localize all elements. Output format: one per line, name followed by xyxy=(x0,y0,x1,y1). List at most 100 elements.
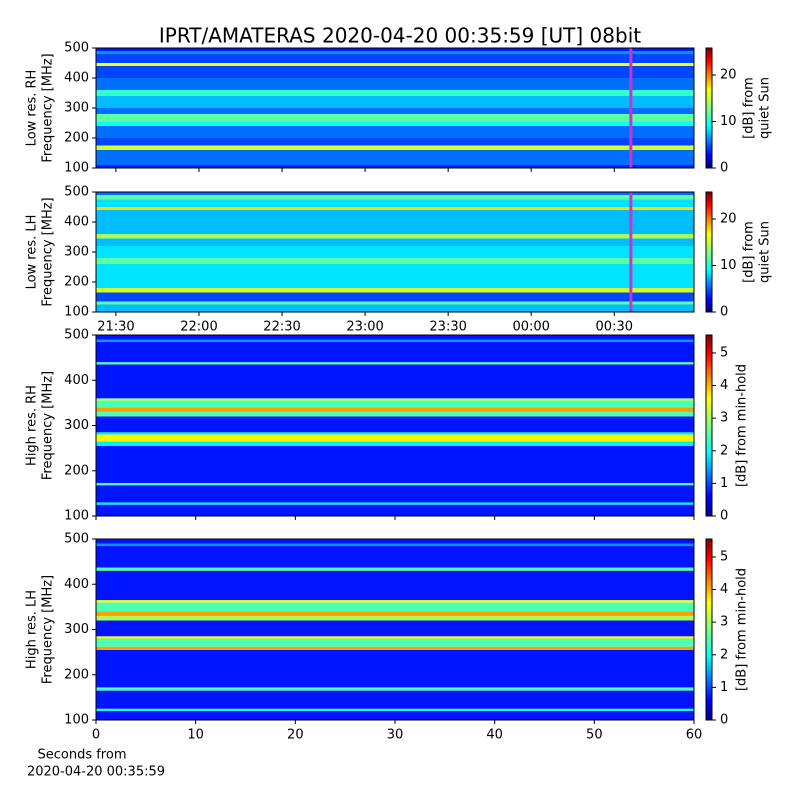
x-axis-label: 2020-04-20 00:35:59 xyxy=(27,765,165,780)
heatmap-band xyxy=(96,710,694,720)
y-axis-label: High res. LH xyxy=(25,590,40,669)
y-tick-label: 200 xyxy=(64,131,89,146)
heatmap-band xyxy=(96,638,694,647)
colorbar-tick-label: 0 xyxy=(720,305,728,320)
heatmap-band xyxy=(96,126,694,138)
heatmap-band xyxy=(96,304,694,312)
heatmap-band xyxy=(96,138,694,146)
heatmap-band xyxy=(96,570,694,601)
y-tick-label: 200 xyxy=(64,275,89,290)
heatmap-band xyxy=(96,222,694,234)
heatmap-band xyxy=(96,611,694,616)
heatmap-band xyxy=(96,54,694,63)
heatmap-band xyxy=(96,708,694,711)
colorbar-tick-label: 0 xyxy=(720,713,728,728)
y-tick-label: 500 xyxy=(64,328,89,343)
heatmap-band xyxy=(96,63,694,66)
heatmap-band xyxy=(96,192,694,195)
colorbar-label: quiet Sun xyxy=(758,77,773,139)
heatmap-band xyxy=(96,445,694,483)
colorbar-tick-label: 10 xyxy=(720,114,737,129)
heatmap-band xyxy=(96,398,694,401)
colorbar-tick-label: 20 xyxy=(720,211,737,226)
heatmap-band xyxy=(96,114,694,122)
heatmap-band xyxy=(96,96,694,108)
heatmap-band xyxy=(96,150,694,165)
y-tick-label: 500 xyxy=(64,532,89,547)
heatmap-band xyxy=(96,432,694,435)
colorbar-tick-label: 1 xyxy=(720,680,728,695)
colorbar xyxy=(705,334,713,517)
x-tick-label: 60 xyxy=(686,728,703,743)
colorbar-tick-label: 5 xyxy=(720,345,728,360)
heatmap-band xyxy=(96,545,694,568)
chart-title: IPRT/AMATERAS 2020-04-20 00:35:59 [UT] 0… xyxy=(159,24,641,48)
heatmap-band xyxy=(96,620,694,637)
x-axis-label: Seconds from xyxy=(37,748,126,763)
y-axis-label: Frequency [MHz] xyxy=(41,575,56,684)
heatmap-band xyxy=(96,234,694,239)
heatmap-band xyxy=(96,301,694,305)
y-tick-label: 100 xyxy=(64,161,89,176)
heatmap-band xyxy=(96,273,694,288)
heatmap-band xyxy=(96,66,694,78)
y-axis-label: Low res. RH xyxy=(25,70,40,147)
heatmap-band xyxy=(96,335,694,340)
heatmap-band xyxy=(96,539,694,544)
colorbar xyxy=(705,47,713,169)
colorbar-tick-label: 5 xyxy=(720,549,728,564)
heatmap-band xyxy=(96,690,694,709)
heatmap-band xyxy=(96,165,694,168)
colorbar xyxy=(705,538,713,721)
heatmap-band xyxy=(96,48,694,51)
y-tick-label: 400 xyxy=(64,71,89,86)
heatmap-band xyxy=(96,264,694,273)
heatmap-band xyxy=(96,411,694,417)
colorbar-label: [dB] from xyxy=(742,221,757,283)
heatmap-band xyxy=(96,292,694,302)
x-tick-label: 00:30 xyxy=(596,320,633,335)
heatmap-band xyxy=(96,502,694,505)
y-tick-label: 100 xyxy=(64,509,89,524)
y-tick-label: 100 xyxy=(64,713,89,728)
heatmap-band xyxy=(96,602,694,612)
heatmap-band xyxy=(96,362,694,365)
colorbar-tick-label: 2 xyxy=(720,647,728,662)
heatmap-band xyxy=(96,90,694,96)
heatmap-band xyxy=(96,238,694,246)
heatmap-band xyxy=(96,567,694,571)
heatmap-band xyxy=(96,51,694,54)
heatmap-band xyxy=(96,646,694,650)
x-tick-label: 23:30 xyxy=(429,320,466,335)
x-tick-label: 20 xyxy=(287,728,304,743)
heatmap-band xyxy=(96,121,694,126)
heatmap-band xyxy=(96,246,694,258)
colorbar-tick-label: 3 xyxy=(720,615,728,630)
heatmap-band xyxy=(96,636,694,639)
heatmap-band xyxy=(96,434,694,442)
y-tick-label: 500 xyxy=(64,41,89,56)
y-tick-label: 400 xyxy=(64,577,89,592)
heatmap-band xyxy=(96,482,694,486)
y-tick-label: 300 xyxy=(64,101,89,116)
heatmap-band xyxy=(96,504,694,516)
x-tick-label: 10 xyxy=(187,728,204,743)
colorbar-label: [dB] from min-hold xyxy=(735,364,750,487)
colorbar-tick-label: 1 xyxy=(720,476,728,491)
colorbar-tick-label: 4 xyxy=(720,582,728,597)
y-axis-label: High res. RH xyxy=(25,385,40,466)
colorbar-tick-label: 10 xyxy=(720,258,737,273)
y-tick-label: 300 xyxy=(64,622,89,637)
heatmap-band xyxy=(96,364,694,399)
heatmap-band xyxy=(96,600,694,603)
x-tick-label: 40 xyxy=(486,728,503,743)
heatmap-band xyxy=(96,199,694,207)
heatmap-band xyxy=(96,416,694,433)
colorbar-tick-label: 2 xyxy=(720,443,728,458)
y-axis-label: Frequency [MHz] xyxy=(41,197,56,306)
heatmap-band xyxy=(96,407,694,412)
y-tick-label: 200 xyxy=(64,463,89,478)
colorbar-label: [dB] from xyxy=(742,77,757,139)
heatmap-band xyxy=(96,341,694,363)
y-tick-label: 100 xyxy=(64,305,89,320)
